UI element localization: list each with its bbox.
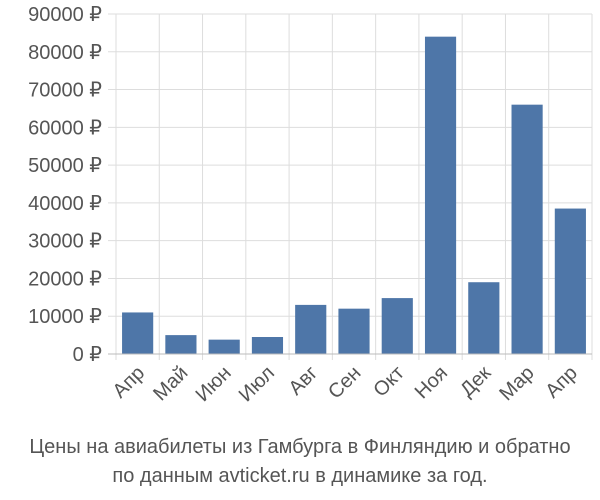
bar-chart: 0 ₽ 10000 ₽ 20000 ₽ 30000 ₽ 40000 ₽ 50000 ₽ 60… xyxy=(28,4,593,406)
y-tick-label: 40000 ₽ xyxy=(28,193,102,215)
y-tick-label: 70000 ₽ xyxy=(28,80,102,102)
bar xyxy=(165,335,197,354)
bar xyxy=(554,208,586,354)
x-tick-label: Июн xyxy=(192,362,236,406)
x-tick-label: Июл xyxy=(235,362,279,406)
bar xyxy=(251,337,284,354)
x-tick-label: Окт xyxy=(369,362,408,401)
grid-lines xyxy=(108,13,593,360)
x-tick-label: Авг xyxy=(285,362,323,400)
chart-caption-line-2: по данным avticket.ru в динамике за год. xyxy=(112,465,488,487)
x-tick-label: Сен xyxy=(324,362,365,403)
y-tick-label: 50000 ₽ xyxy=(28,155,102,177)
bar xyxy=(424,36,457,355)
y-tick-label: 80000 ₽ xyxy=(28,42,102,64)
y-tick-label: 10000 ₽ xyxy=(28,306,102,328)
x-tick-label: Апр xyxy=(109,362,150,403)
bar xyxy=(122,312,154,354)
bars xyxy=(122,36,586,355)
x-tick-label: Ноя xyxy=(411,362,452,403)
bar xyxy=(468,282,500,354)
y-tick-label: 60000 ₽ xyxy=(28,117,102,139)
y-tick-label: 30000 ₽ xyxy=(28,231,102,253)
x-tick-labels: Апр Май Июн Июл Авг Сен Окт Ноя Дек Мар Апр xyxy=(109,362,582,406)
chart-caption-line-1: Цены на авиабилеты из Гамбурга в Финлянд… xyxy=(29,436,571,458)
x-tick-label: Дек xyxy=(456,362,495,401)
bar xyxy=(511,104,543,355)
x-tick-label: Апр xyxy=(541,362,582,403)
bar xyxy=(381,298,413,354)
y-tick-label: 90000 ₽ xyxy=(28,4,102,26)
y-tick-label: 0 ₽ xyxy=(73,344,103,366)
bar xyxy=(295,304,327,354)
x-tick-label: Май xyxy=(149,362,192,405)
bar xyxy=(208,339,240,354)
x-tick-label: Мар xyxy=(495,362,538,405)
y-tick-label: 20000 ₽ xyxy=(28,268,102,290)
bar xyxy=(338,308,370,354)
y-tick-labels: 0 ₽ 10000 ₽ 20000 ₽ 30000 ₽ 40000 ₽ 50000 ₽ 60… xyxy=(28,4,102,366)
